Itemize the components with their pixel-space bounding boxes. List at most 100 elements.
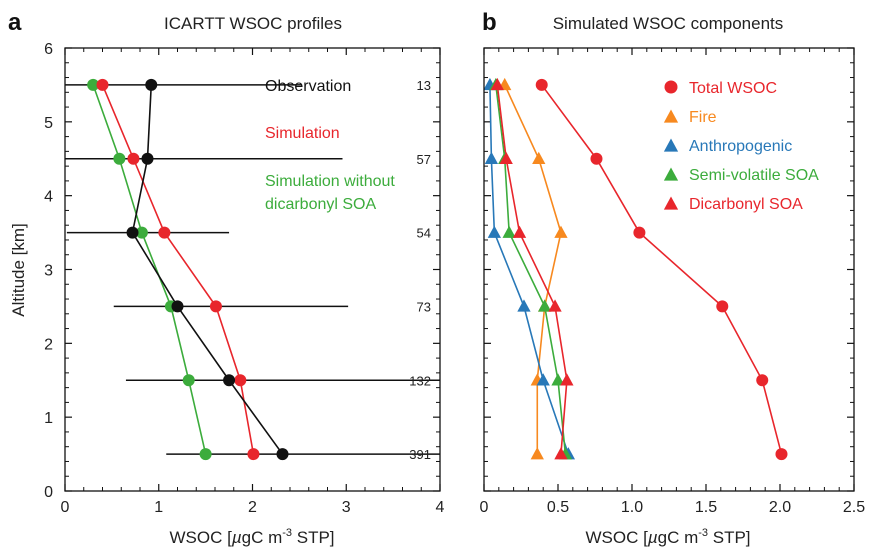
fire-point: [532, 151, 546, 164]
observation-point: [223, 374, 236, 387]
sample-count-label: 54: [417, 226, 431, 241]
legend-simulation-without-dicarbonyl-soa: dicarbonyl SOA: [265, 196, 376, 213]
panel-a-xlabel-sup: -3: [282, 527, 292, 539]
x-tick-label: 1: [154, 499, 163, 516]
legend-simulation-without-dicarbonyl-soa: Simulation without: [265, 173, 395, 190]
legend-observation: Observation: [265, 78, 351, 95]
panel-b-label: b: [482, 9, 497, 36]
panel-a-x-axis-label: WSOC [µgC m-3 STP]: [169, 527, 334, 547]
panel-b-xlabel-post: STP]: [708, 528, 751, 547]
x-tick-label: 2.5: [843, 499, 865, 516]
simulation-point: [96, 78, 109, 91]
observation-point: [171, 300, 184, 313]
anthropogenic-line: [489, 84, 570, 455]
simulation-point: [127, 152, 140, 165]
x-tick-label: 2: [248, 499, 257, 516]
total-wsoc-point: [716, 300, 729, 313]
simulation-without-dicarbonyl-soa-line: [92, 84, 207, 455]
observation-point: [145, 78, 158, 91]
simulation-without-dicarbonyl-soa-point: [199, 448, 212, 461]
legend-semi-volatile-soa-marker: [663, 167, 679, 181]
anthropogenic-point: [517, 299, 531, 312]
y-tick-label: 5: [44, 115, 53, 132]
panel-a: a ICARTT WSOC profiles Altitude [km] WSO…: [8, 9, 445, 547]
simulation-without-dicarbonyl-soa-point: [182, 374, 195, 387]
observation-line: [131, 84, 284, 455]
panel-b-xlabel-sup: -3: [698, 527, 708, 539]
simulation-line: [101, 84, 255, 455]
total-wsoc-point: [633, 226, 646, 239]
total-wsoc-point: [535, 78, 548, 91]
fire-point: [554, 225, 568, 238]
panel-b-xlabel-mu: µ: [647, 528, 658, 547]
simulation-without-dicarbonyl-soa-point: [87, 78, 100, 91]
panel-a-xlabel-unit: gC m: [242, 528, 283, 547]
panel-a-sample-counts: 13 57 54 73 132 391: [409, 78, 431, 462]
sample-count-label: 57: [417, 152, 431, 167]
dicarbonyl-soa-point: [512, 225, 527, 238]
legend-fire-label: Fire: [689, 109, 717, 126]
y-tick-label: 0: [44, 484, 53, 501]
total-wsoc-point: [590, 152, 603, 165]
simulation-without-dicarbonyl-soa-point: [135, 226, 148, 239]
x-tick-label: 0: [480, 499, 489, 516]
dicarbonyl-soa-point: [548, 299, 562, 312]
x-tick-label: 4: [436, 499, 445, 516]
semi-volatile-soa-point: [551, 373, 565, 386]
dicarbonyl-soa-point: [554, 447, 568, 460]
x-tick-label: 1.0: [621, 499, 643, 516]
legend-simulation: Simulation: [265, 125, 340, 142]
semi-volatile-soa-point: [538, 299, 552, 312]
legend-anthropogenic-marker: [663, 138, 679, 152]
semi-volatile-soa-line: [495, 84, 567, 455]
y-tick-label: 3: [44, 263, 53, 280]
dicarbonyl-soa-line: [496, 84, 568, 455]
simulation-point: [234, 374, 247, 387]
panel-a-frame: [64, 47, 441, 492]
x-tick-label: 0: [61, 499, 70, 516]
sample-count-label: 132: [409, 373, 431, 388]
dicarbonyl-soa-point: [560, 373, 574, 386]
observation-point: [126, 226, 139, 239]
panel-b-xlabel-unit: gC m: [658, 528, 699, 547]
legend-dicarbonyl-soa-marker: [663, 196, 679, 210]
total-wsoc-point: [756, 374, 769, 387]
y-tick-label: 1: [44, 410, 53, 427]
svg-text:WSOC [µgC m-3 STP]: WSOC [µgC m-3 STP]: [169, 527, 334, 547]
panel-a-xlabel-mu: µ: [231, 528, 242, 547]
panel-a-legend: Observation Simulation Simulation without d…: [265, 78, 395, 213]
anthropogenic-point: [487, 225, 502, 238]
observation-point: [141, 152, 154, 165]
x-tick-label: 3: [342, 499, 351, 516]
dicarbonyl-soa-point: [490, 77, 504, 91]
x-tick-label: 0.5: [547, 499, 569, 516]
fire-line: [503, 84, 562, 455]
panel-b-legend: Total WSOC Fire Anthropogenic Semi-volatile…: [663, 80, 819, 213]
panel-b-xlabel-pre: WSOC [: [585, 528, 648, 547]
x-tick-label: 1.5: [695, 499, 717, 516]
panel-b-ticks: 0 0.5 1.0 1.5 2.0 2.5: [480, 47, 865, 516]
dicarbonyl-soa-point: [499, 151, 513, 164]
simulation-point: [158, 226, 171, 239]
panel-a-xlabel-pre: WSOC [: [169, 528, 232, 547]
sample-count-label: 13: [417, 78, 431, 93]
simulation-without-dicarbonyl-soa-point: [113, 152, 126, 165]
legend-total-wsoc-marker: [664, 80, 678, 94]
legend-semi-volatile-soa-label: Semi-volatile SOA: [689, 167, 819, 184]
x-tick-label: 2.0: [769, 499, 791, 516]
legend-anthropogenic-label: Anthropogenic: [689, 138, 792, 155]
legend-total-wsoc-label: Total WSOC: [689, 80, 777, 97]
panel-a-xlabel-post: STP]: [292, 528, 335, 547]
sample-count-label: 391: [409, 447, 431, 462]
panel-a-ticks: 0 1 2 3 4 0 1 2 3 4 5 6: [44, 41, 444, 516]
anthropogenic-point: [536, 373, 550, 386]
observation-point: [276, 448, 289, 461]
simulation-point: [209, 300, 222, 313]
y-tick-label: 2: [44, 336, 53, 353]
total-wsoc-point: [775, 448, 788, 461]
semi-volatile-soa-point: [502, 225, 516, 238]
fire-point: [530, 447, 544, 460]
y-tick-label: 4: [44, 189, 53, 206]
y-tick-label: 6: [44, 41, 53, 58]
